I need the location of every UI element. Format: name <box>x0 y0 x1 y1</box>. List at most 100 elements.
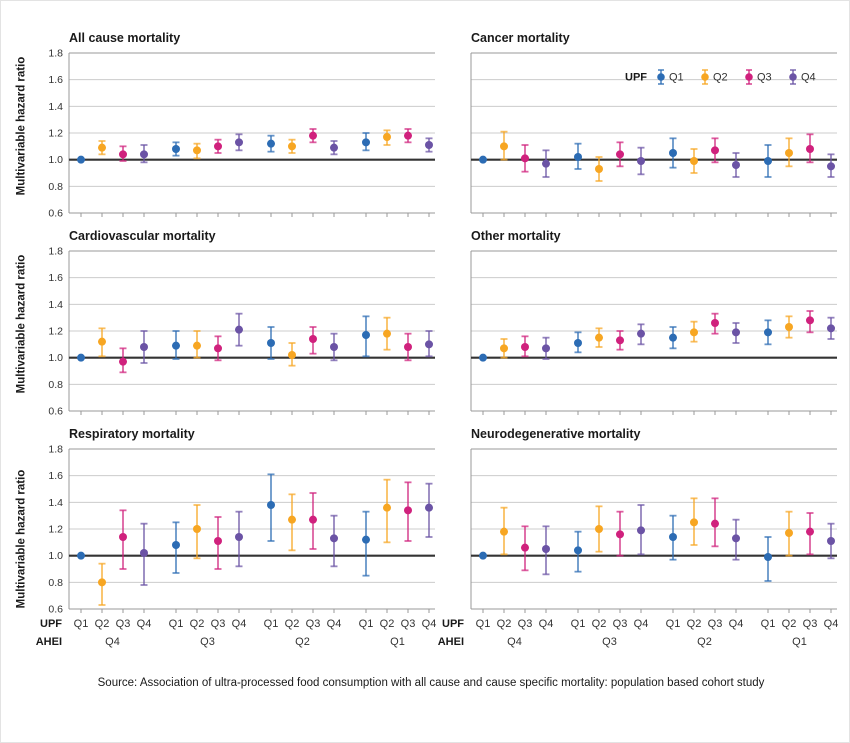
panel-title: Other mortality <box>471 229 561 243</box>
y-tick-label: 1.4 <box>48 101 63 113</box>
upf-tick-label: Q3 <box>708 618 723 630</box>
data-point <box>785 529 793 537</box>
legend-title: UPF <box>625 72 647 84</box>
data-point <box>309 335 317 343</box>
panel-other: Other mortality <box>463 229 839 419</box>
data-point <box>479 155 487 164</box>
data-point <box>521 343 529 351</box>
data-point <box>764 157 772 165</box>
ahei-group-label: Q2 <box>295 636 310 648</box>
y-axis-title-text: Multivariable hazard ratio <box>15 56 27 196</box>
legend-marker-icon <box>657 69 665 85</box>
panel-row-2: Multivariable hazard ratio Cardiovascula… <box>13 229 849 419</box>
legend-label: Q1 <box>669 72 684 84</box>
upf-tick-label: Q1 <box>571 618 586 630</box>
data-point <box>119 533 127 541</box>
upf-tick-label: Q1 <box>666 618 681 630</box>
data-point <box>404 131 412 140</box>
upf-tick-label: Q3 <box>116 618 131 630</box>
ahei-group-label: Q1 <box>390 636 405 648</box>
chart-all-cause-mortality: 0.6 0.8 1.0 1.2 1.4 1.6 1.8 <box>48 48 435 220</box>
ahei-group-label: Q3 <box>200 636 215 648</box>
y-tick-label: 0.8 <box>48 379 63 391</box>
upf-tick-label: Q1 <box>476 618 491 630</box>
legend-label: Q2 <box>713 72 728 84</box>
data-point <box>193 525 201 533</box>
data-point <box>330 143 338 152</box>
y-tick-label: 1.6 <box>48 272 63 284</box>
data-point <box>140 150 148 159</box>
data-point <box>595 333 603 342</box>
upf-tick-label: Q4 <box>539 618 554 630</box>
y-tick-label: 1.2 <box>48 524 63 536</box>
panel-respiratory: Respiratory mortality 0.6 0.8 1.0 1.2 1.4 1.6… <box>29 427 437 651</box>
data-point <box>214 142 222 151</box>
upf-tick-label: Q1 <box>74 618 89 630</box>
data-point <box>764 328 772 337</box>
chart-other-mortality <box>470 250 837 415</box>
data-point <box>330 534 338 543</box>
data-point <box>362 138 370 147</box>
data-point <box>669 533 677 541</box>
data-point <box>806 527 814 536</box>
data-point <box>119 357 127 366</box>
data-point <box>172 541 180 549</box>
data-point <box>383 133 391 141</box>
data-point <box>732 161 740 169</box>
data-point <box>267 339 275 347</box>
panel-cancer: Cancer mortality UPF Q1 Q2 Q3 Q4 <box>463 31 839 221</box>
y-axis-title: Multivariable hazard ratio <box>13 229 29 419</box>
upf-axis-header: UPF <box>442 618 464 630</box>
y-tick-label: 1.8 <box>48 444 63 456</box>
panel-title: Cardiovascular mortality <box>69 229 216 243</box>
upf-tick-label: Q2 <box>380 618 395 630</box>
data-point <box>309 131 317 140</box>
upf-tick-label: Q2 <box>190 618 205 630</box>
data-point <box>330 343 338 351</box>
y-axis-title: Multivariable hazard ratio <box>13 427 29 651</box>
data-point <box>542 344 550 353</box>
data-point <box>637 329 645 338</box>
data-point <box>764 553 772 561</box>
ahei-group-label: Q4 <box>507 636 522 648</box>
ahei-group-label: Q1 <box>792 636 807 648</box>
y-tick-label: 1.2 <box>48 128 63 140</box>
data-point <box>404 343 412 351</box>
data-point <box>785 323 793 331</box>
chart-neurodegenerative-mortality: UPF AHEI Q1 Q2 Q3 Q4 Q4 Q1 Q2 Q3 Q4 Q3 Q1 Q2 Q3 Q4 Q2 Q1 Q… <box>438 448 839 648</box>
data-point <box>595 525 603 533</box>
upf-tick-label: Q2 <box>687 618 702 630</box>
ahei-group-label: Q4 <box>105 636 120 648</box>
ahei-group-label: Q3 <box>602 636 617 648</box>
y-tick-label: 0.6 <box>48 406 63 418</box>
panel-cardiovascular: Cardiovascular mortality 0.6 0.8 1.0 1.2 1.4… <box>29 229 437 419</box>
ahei-group-label: Q2 <box>697 636 712 648</box>
data-point <box>77 353 85 362</box>
upf-tick-label: Q4 <box>824 618 839 630</box>
data-point <box>98 337 106 346</box>
upf-tick-label: Q4 <box>137 618 152 630</box>
upf-tick-label: Q2 <box>95 618 110 630</box>
y-tick-label: 1.4 <box>48 497 63 509</box>
data-point <box>425 340 433 349</box>
legend-marker-icon <box>789 69 797 85</box>
upf-tick-label: Q3 <box>803 618 818 630</box>
data-point <box>479 551 487 560</box>
data-point <box>383 329 391 338</box>
y-axis-title: Multivariable hazard ratio <box>13 31 29 221</box>
data-point <box>119 150 127 159</box>
data-point <box>711 519 719 528</box>
data-point <box>172 145 180 153</box>
data-point <box>500 527 508 536</box>
upf-tick-label: Q2 <box>782 618 797 630</box>
data-point <box>500 142 508 151</box>
chart-cardiovascular-mortality: 0.6 0.8 1.0 1.2 1.4 1.6 1.8 <box>48 246 435 418</box>
upf-tick-label: Q3 <box>518 618 533 630</box>
upf-tick-label: Q4 <box>422 618 437 630</box>
data-point <box>267 501 275 509</box>
source-caption: Source: Association of ultra-processed f… <box>97 677 765 689</box>
data-point <box>98 143 106 152</box>
panel-neurodegenerative: Neurodegenerative mortality UPF AHEI Q1 Q2 Q… <box>438 427 839 651</box>
data-point <box>669 333 677 342</box>
